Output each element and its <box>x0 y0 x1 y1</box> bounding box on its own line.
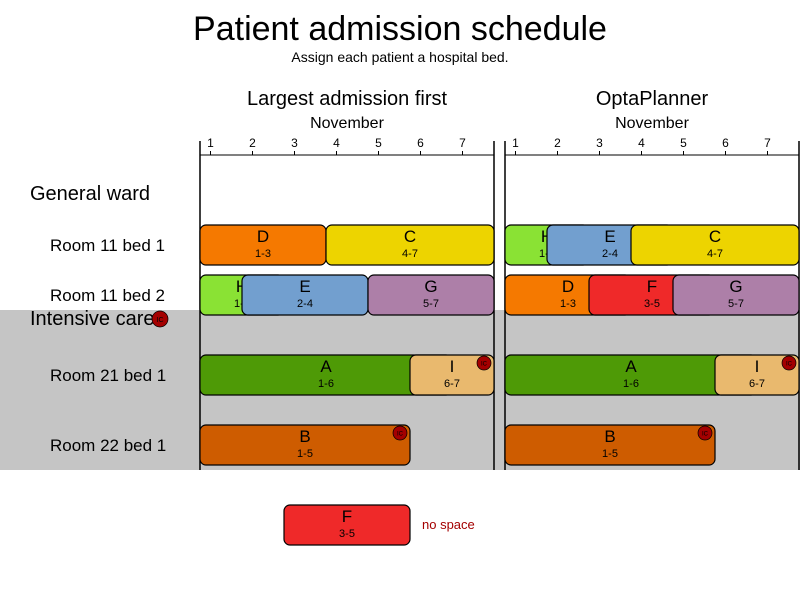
patient-label: F <box>342 507 352 526</box>
patient-label: C <box>709 227 721 246</box>
panel-title: Largest admission first <box>247 88 448 110</box>
no-space-label: no space <box>422 517 475 532</box>
patient-label: B <box>299 427 310 446</box>
day-tick: 5 <box>375 136 382 150</box>
patient-block: G 5-7 <box>673 275 799 315</box>
day-tick: 3 <box>596 136 603 150</box>
patient-label: I <box>450 357 455 376</box>
patient-days: 5-7 <box>728 298 744 310</box>
patient-block: I 6-7 IC <box>715 355 799 395</box>
svg-text:IC: IC <box>397 432 404 438</box>
patient-label: G <box>729 277 742 296</box>
month-label: November <box>615 115 689 132</box>
patient-days: 2-4 <box>297 298 313 310</box>
patient-days: 3-5 <box>644 298 660 310</box>
patient-days: 1-5 <box>297 448 313 460</box>
patient-label: D <box>562 277 574 296</box>
schedule-diagram: Patient admission scheduleAssign each pa… <box>0 0 800 600</box>
day-tick: 4 <box>638 136 645 150</box>
month-label: November <box>310 115 384 132</box>
room-label: Room 11 bed 2 <box>50 286 165 305</box>
patient-days: 1-3 <box>560 298 576 310</box>
patient-block: I 6-7 IC <box>410 355 494 395</box>
room-label: Room 21 bed 1 <box>50 366 166 385</box>
patient-days: 3-5 <box>339 528 355 540</box>
patient-days: 6-7 <box>749 378 765 390</box>
svg-text:IC: IC <box>786 362 793 368</box>
patient-label: A <box>320 357 332 376</box>
patient-label: F <box>647 277 657 296</box>
svg-text:IC: IC <box>702 432 709 438</box>
patient-days: 1-6 <box>623 378 639 390</box>
patient-days: 1-5 <box>602 448 618 460</box>
patient-block: G 5-7 <box>368 275 494 315</box>
patient-days: 6-7 <box>444 378 460 390</box>
room-label: Room 11 bed 1 <box>50 236 165 255</box>
day-tick: 6 <box>722 136 729 150</box>
patient-block: F 3-5 <box>284 505 410 545</box>
patient-days: 4-7 <box>402 248 418 260</box>
patient-days: 2-4 <box>602 248 618 260</box>
patient-block: B 1-5 IC <box>505 425 715 465</box>
patient-label: E <box>299 277 310 296</box>
day-tick: 6 <box>417 136 424 150</box>
patient-days: 5-7 <box>423 298 439 310</box>
patient-days: 1-6 <box>318 378 334 390</box>
day-tick: 3 <box>291 136 298 150</box>
day-tick: 2 <box>249 136 256 150</box>
patient-label: A <box>625 357 637 376</box>
room-label: Room 22 bed 1 <box>50 436 166 455</box>
patient-block: E 2-4 <box>242 275 368 315</box>
patient-label: I <box>755 357 760 376</box>
page-subtitle: Assign each patient a hospital bed. <box>291 49 508 65</box>
patient-label: B <box>604 427 615 446</box>
day-tick: 1 <box>207 136 214 150</box>
day-tick: 5 <box>680 136 687 150</box>
day-tick: 4 <box>333 136 340 150</box>
patient-label: D <box>257 227 269 246</box>
day-tick: 7 <box>459 136 466 150</box>
patient-block: D 1-3 <box>200 225 326 265</box>
day-tick: 2 <box>554 136 561 150</box>
ward-label: Intensive care <box>30 308 155 330</box>
patient-block: C 4-7 <box>631 225 799 265</box>
day-tick: 1 <box>512 136 519 150</box>
patient-block: C 4-7 <box>326 225 494 265</box>
patient-label: E <box>604 227 615 246</box>
patient-days: 4-7 <box>707 248 723 260</box>
patient-block: B 1-5 IC <box>200 425 410 465</box>
patient-label: G <box>424 277 437 296</box>
panel-title: OptaPlanner <box>596 88 709 110</box>
page-title: Patient admission schedule <box>193 10 607 48</box>
svg-text:IC: IC <box>481 362 488 368</box>
svg-text:IC: IC <box>157 317 164 324</box>
ward-label: General ward <box>30 183 150 205</box>
day-tick: 7 <box>764 136 771 150</box>
patient-label: C <box>404 227 416 246</box>
patient-days: 1-3 <box>255 248 271 260</box>
